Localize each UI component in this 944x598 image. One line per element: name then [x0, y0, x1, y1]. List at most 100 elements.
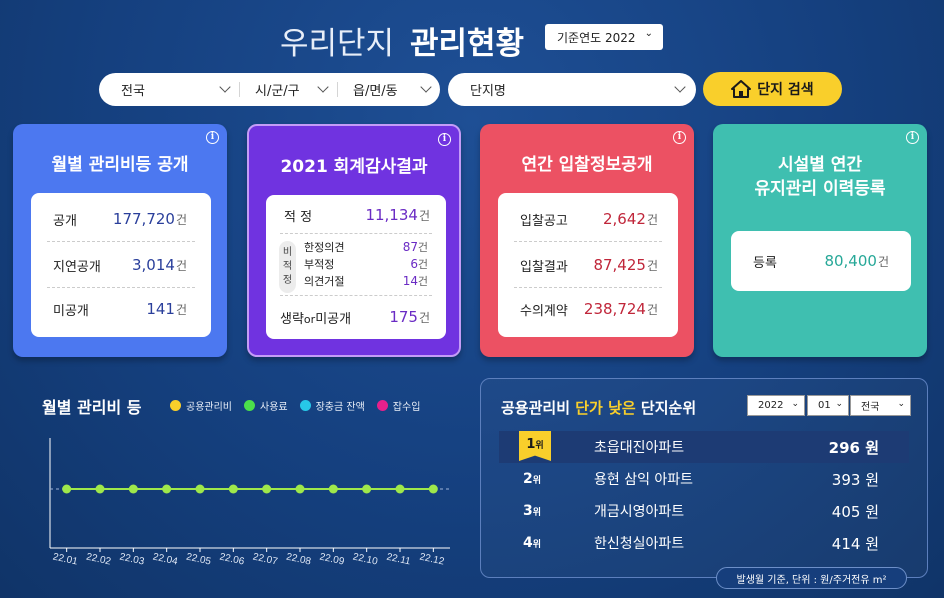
stat-value: 141건 [146, 300, 187, 318]
x-tick-label: 22.09 [318, 552, 345, 568]
data-point [428, 484, 438, 494]
region-select-sigungu[interactable]: 시/군/구 [239, 73, 337, 106]
stat-row: 미공개 141건 [31, 287, 211, 331]
stat-value: 11,134건 [365, 206, 430, 224]
page-title-light: 우리단지 [280, 26, 395, 62]
danji-select[interactable]: 단지명 [448, 73, 696, 106]
chart-title: 월별 관리비 등 [42, 398, 142, 417]
ranking-region-select[interactable]: 전국 ⌄ [850, 395, 911, 416]
region-select-eupmyeondong-label: 읍/면/동 [353, 84, 398, 99]
card-stats: 등록 80,400건 [731, 231, 911, 291]
stat-value: 175건 [389, 308, 430, 326]
sub-stat-value: 6 [410, 257, 418, 271]
stat-row: 적 정 11,134건 [266, 195, 446, 235]
data-point [295, 484, 305, 494]
region-select-sido[interactable]: 전국 [99, 73, 239, 106]
region-select-eupmyeondong[interactable]: 읍/면/동 [337, 73, 440, 106]
card-stats: 입찰공고 2,642건 입찰결과 87,425건 수의계약 238,724건 [498, 193, 678, 337]
stat-row: 공개 177,720건 [31, 197, 211, 241]
data-point [262, 484, 272, 494]
ranking-footnote: 발생월 기준, 단위 : 원/주거전유 m² [716, 567, 907, 589]
region-filter: 전국 시/군/구 읍/면/동 [99, 73, 440, 106]
legend-label: 공용관리비 [186, 402, 232, 413]
chevron-down-icon: ⌄ [791, 399, 799, 409]
divider [280, 233, 432, 234]
ranking-name: 개금시영아파트 [594, 504, 685, 520]
ranking-price: 296 원 [828, 438, 879, 457]
chevron-down-icon [420, 81, 432, 93]
stat-value: 3,014건 [132, 256, 187, 274]
ranking-price: 393 원 [831, 470, 879, 489]
data-point [195, 484, 205, 494]
stat-label: 등록 [753, 255, 777, 271]
stat-row: 입찰공고 2,642건 [498, 197, 678, 241]
legend-item[interactable]: 잡수입 [376, 398, 421, 413]
data-point [62, 484, 72, 494]
page-title-bold: 관리현황 [410, 26, 525, 62]
x-tick-label: 22.12 [418, 552, 445, 568]
legend-item[interactable]: 사용료 [244, 398, 288, 413]
card-title-line: 시설별 연간 [777, 155, 863, 175]
info-icon[interactable]: i [673, 131, 686, 144]
x-tick-label: 22.07 [252, 552, 279, 568]
stat-value: 238,724건 [583, 300, 658, 318]
x-tick-label: 22.04 [152, 552, 179, 568]
legend-label: 잡수입 [392, 402, 421, 413]
stat-label: 입찰결과 [520, 259, 568, 275]
info-icon[interactable]: i [206, 131, 219, 144]
ranking-row[interactable]: 2위 용현 삼익 아파트 393 원 [499, 463, 909, 495]
x-tick-label: 22.08 [285, 552, 312, 568]
card-bid-disclosure[interactable]: i 연간 입찰정보공개 입찰공고 2,642건 입찰결과 87,425건 수의계… [480, 124, 694, 357]
data-point [328, 484, 338, 494]
stat-value: 177,720건 [112, 210, 187, 228]
stat-row: 생략or미공개 175건 [266, 295, 446, 339]
ranking-row[interactable]: 4위 한신청실아파트 414 원 [499, 527, 909, 559]
x-tick-label: 22.02 [85, 552, 112, 568]
legend-item[interactable]: 공용관리비 [170, 398, 232, 413]
divider [47, 287, 195, 288]
legend-label: 사용료 [260, 402, 288, 413]
chevron-down-icon [317, 81, 329, 93]
legend-item[interactable]: 장충금 잔액 [299, 398, 365, 413]
ranking-price: 405 원 [831, 502, 879, 521]
card-monthly-disclosure[interactable]: i 월별 관리비등 공개 공개 177,720건 지연공개 3,014건 미공개… [13, 124, 227, 357]
year-select[interactable]: 기준연도 2022 ⌄ [545, 24, 663, 50]
legend-dot [376, 400, 388, 411]
rank-number: 3위 [523, 503, 542, 519]
chevron-down-icon: ⌄ [897, 399, 905, 409]
sub-stat-unit: 건 [417, 275, 428, 288]
x-tick-label: 22.11 [385, 552, 411, 568]
divider [280, 295, 432, 296]
data-point [95, 484, 105, 494]
ranking-title: 공용관리비 단가 낮은 단지순위 [501, 399, 697, 417]
ranking-month-select[interactable]: 01 ⌄ [807, 395, 849, 416]
sub-stat-label: 부적정 [304, 258, 335, 271]
info-icon[interactable]: i [438, 133, 451, 146]
card-title: 2021 회계감사결과 [280, 157, 428, 177]
chart-legend: 공용관리비 사용료 장충금 잔액 잡수입 [170, 398, 420, 413]
card-stats: 공개 177,720건 지연공개 3,014건 미공개 141건 [31, 193, 211, 337]
card-title: 시설별 연간 유지관리 이력등록 [713, 153, 927, 201]
ranking-row[interactable]: 3위 개금시영아파트 405 원 [499, 495, 909, 527]
danji-select-label: 단지명 [470, 84, 506, 99]
region-select-sigungu-label: 시/군/구 [255, 84, 300, 99]
card-facility-history[interactable]: i 시설별 연간 유지관리 이력등록 등록 80,400건 [713, 124, 927, 357]
legend-dot [299, 400, 311, 411]
x-tick-label: 22.03 [118, 552, 145, 568]
info-icon[interactable]: i [906, 131, 919, 144]
danji-search-label: 단지 검색 [757, 82, 814, 98]
stat-row: 지연공개 3,014건 [31, 243, 211, 287]
stat-label: 공개 [53, 213, 77, 229]
data-point [362, 484, 372, 494]
ranking-year-select[interactable]: 2022 ⌄ [747, 395, 805, 416]
data-point [162, 484, 172, 494]
danji-search-button[interactable]: 단지 검색 [703, 72, 842, 106]
ranking-price: 414 원 [831, 534, 879, 553]
legend-dot [244, 400, 255, 411]
stat-value: 2,642건 [603, 210, 658, 228]
